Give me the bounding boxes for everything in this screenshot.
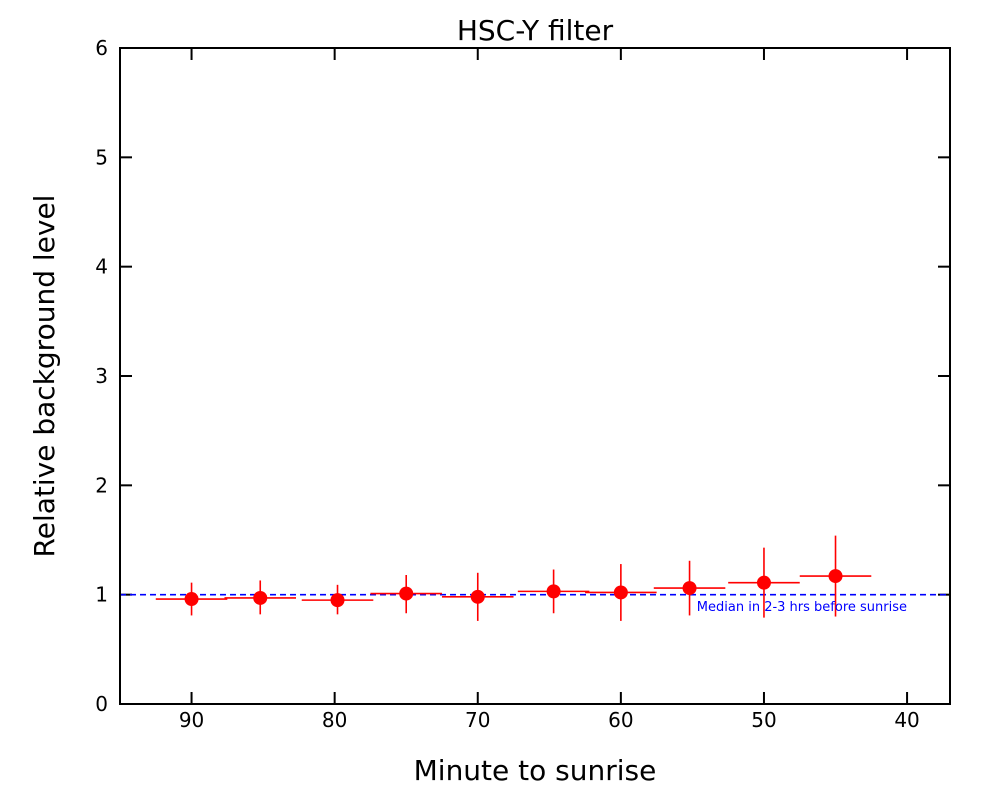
data-point <box>756 575 771 590</box>
data-point <box>470 589 485 604</box>
x-tick-label: 60 <box>608 708 633 732</box>
x-tick-label: 80 <box>322 708 347 732</box>
x-tick-label: 70 <box>465 708 490 732</box>
y-tick-label: 2 <box>95 473 108 497</box>
y-tick-label: 6 <box>95 36 108 60</box>
data-point <box>253 590 268 605</box>
x-tick-label: 90 <box>179 708 204 732</box>
data-point <box>828 569 843 584</box>
plot-area: 0 1 2 3 4 5 6 90 80 70 60 50 40 <box>95 36 950 732</box>
data-point <box>682 581 697 596</box>
data-point <box>330 593 345 608</box>
y-axis-label: Relative background level <box>28 195 61 558</box>
reference-line-label: Median in 2-3 hrs before sunrise <box>697 600 907 615</box>
y-tick-label: 0 <box>95 692 108 716</box>
data-point <box>184 592 199 607</box>
y-tick-label: 4 <box>95 255 108 279</box>
x-axis-label: Minute to sunrise <box>414 754 657 787</box>
x-tick-label: 40 <box>894 708 919 732</box>
data-point <box>399 586 414 601</box>
x-tick-label: 50 <box>751 708 776 732</box>
data-point <box>546 584 561 599</box>
y-tick-label: 1 <box>95 583 108 607</box>
data-point <box>613 585 628 600</box>
chart-title: HSC-Y filter <box>457 14 614 47</box>
y-tick-label: 5 <box>95 145 108 169</box>
plot-frame <box>119 47 951 705</box>
y-tick-label: 3 <box>95 364 108 388</box>
